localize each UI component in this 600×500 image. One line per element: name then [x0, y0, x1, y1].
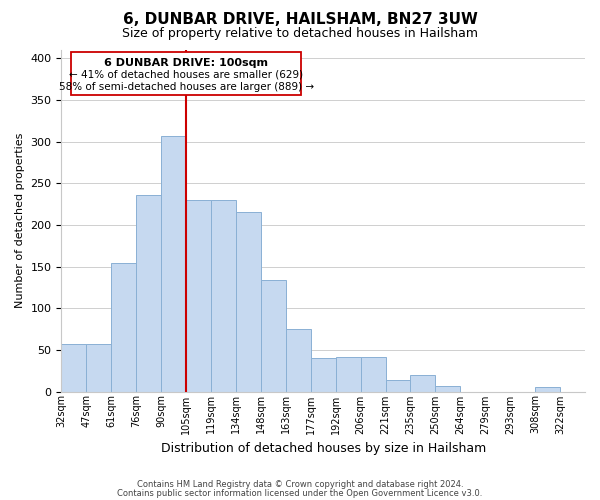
Text: 6 DUNBAR DRIVE: 100sqm: 6 DUNBAR DRIVE: 100sqm — [104, 58, 268, 68]
Bar — [186, 200, 211, 392]
Y-axis label: Number of detached properties: Number of detached properties — [15, 133, 25, 308]
Bar — [61, 344, 86, 392]
Text: Contains public sector information licensed under the Open Government Licence v3: Contains public sector information licen… — [118, 488, 482, 498]
Text: Contains HM Land Registry data © Crown copyright and database right 2024.: Contains HM Land Registry data © Crown c… — [137, 480, 463, 489]
Bar — [361, 356, 386, 392]
Bar — [161, 136, 186, 392]
Bar — [386, 380, 410, 392]
Bar — [86, 344, 111, 392]
Bar — [111, 263, 136, 392]
Bar — [535, 388, 560, 392]
X-axis label: Distribution of detached houses by size in Hailsham: Distribution of detached houses by size … — [161, 442, 486, 455]
Bar — [436, 386, 460, 392]
FancyBboxPatch shape — [71, 52, 301, 95]
Bar — [311, 358, 335, 392]
Bar — [335, 356, 361, 392]
Bar — [286, 329, 311, 392]
Bar — [136, 195, 161, 392]
Bar — [236, 212, 261, 392]
Text: 6, DUNBAR DRIVE, HAILSHAM, BN27 3UW: 6, DUNBAR DRIVE, HAILSHAM, BN27 3UW — [122, 12, 478, 28]
Bar — [261, 280, 286, 392]
Bar — [410, 375, 436, 392]
Text: Size of property relative to detached houses in Hailsham: Size of property relative to detached ho… — [122, 28, 478, 40]
Text: 58% of semi-detached houses are larger (889) →: 58% of semi-detached houses are larger (… — [59, 82, 314, 92]
Bar — [211, 200, 236, 392]
Text: ← 41% of detached houses are smaller (629): ← 41% of detached houses are smaller (62… — [69, 70, 303, 80]
